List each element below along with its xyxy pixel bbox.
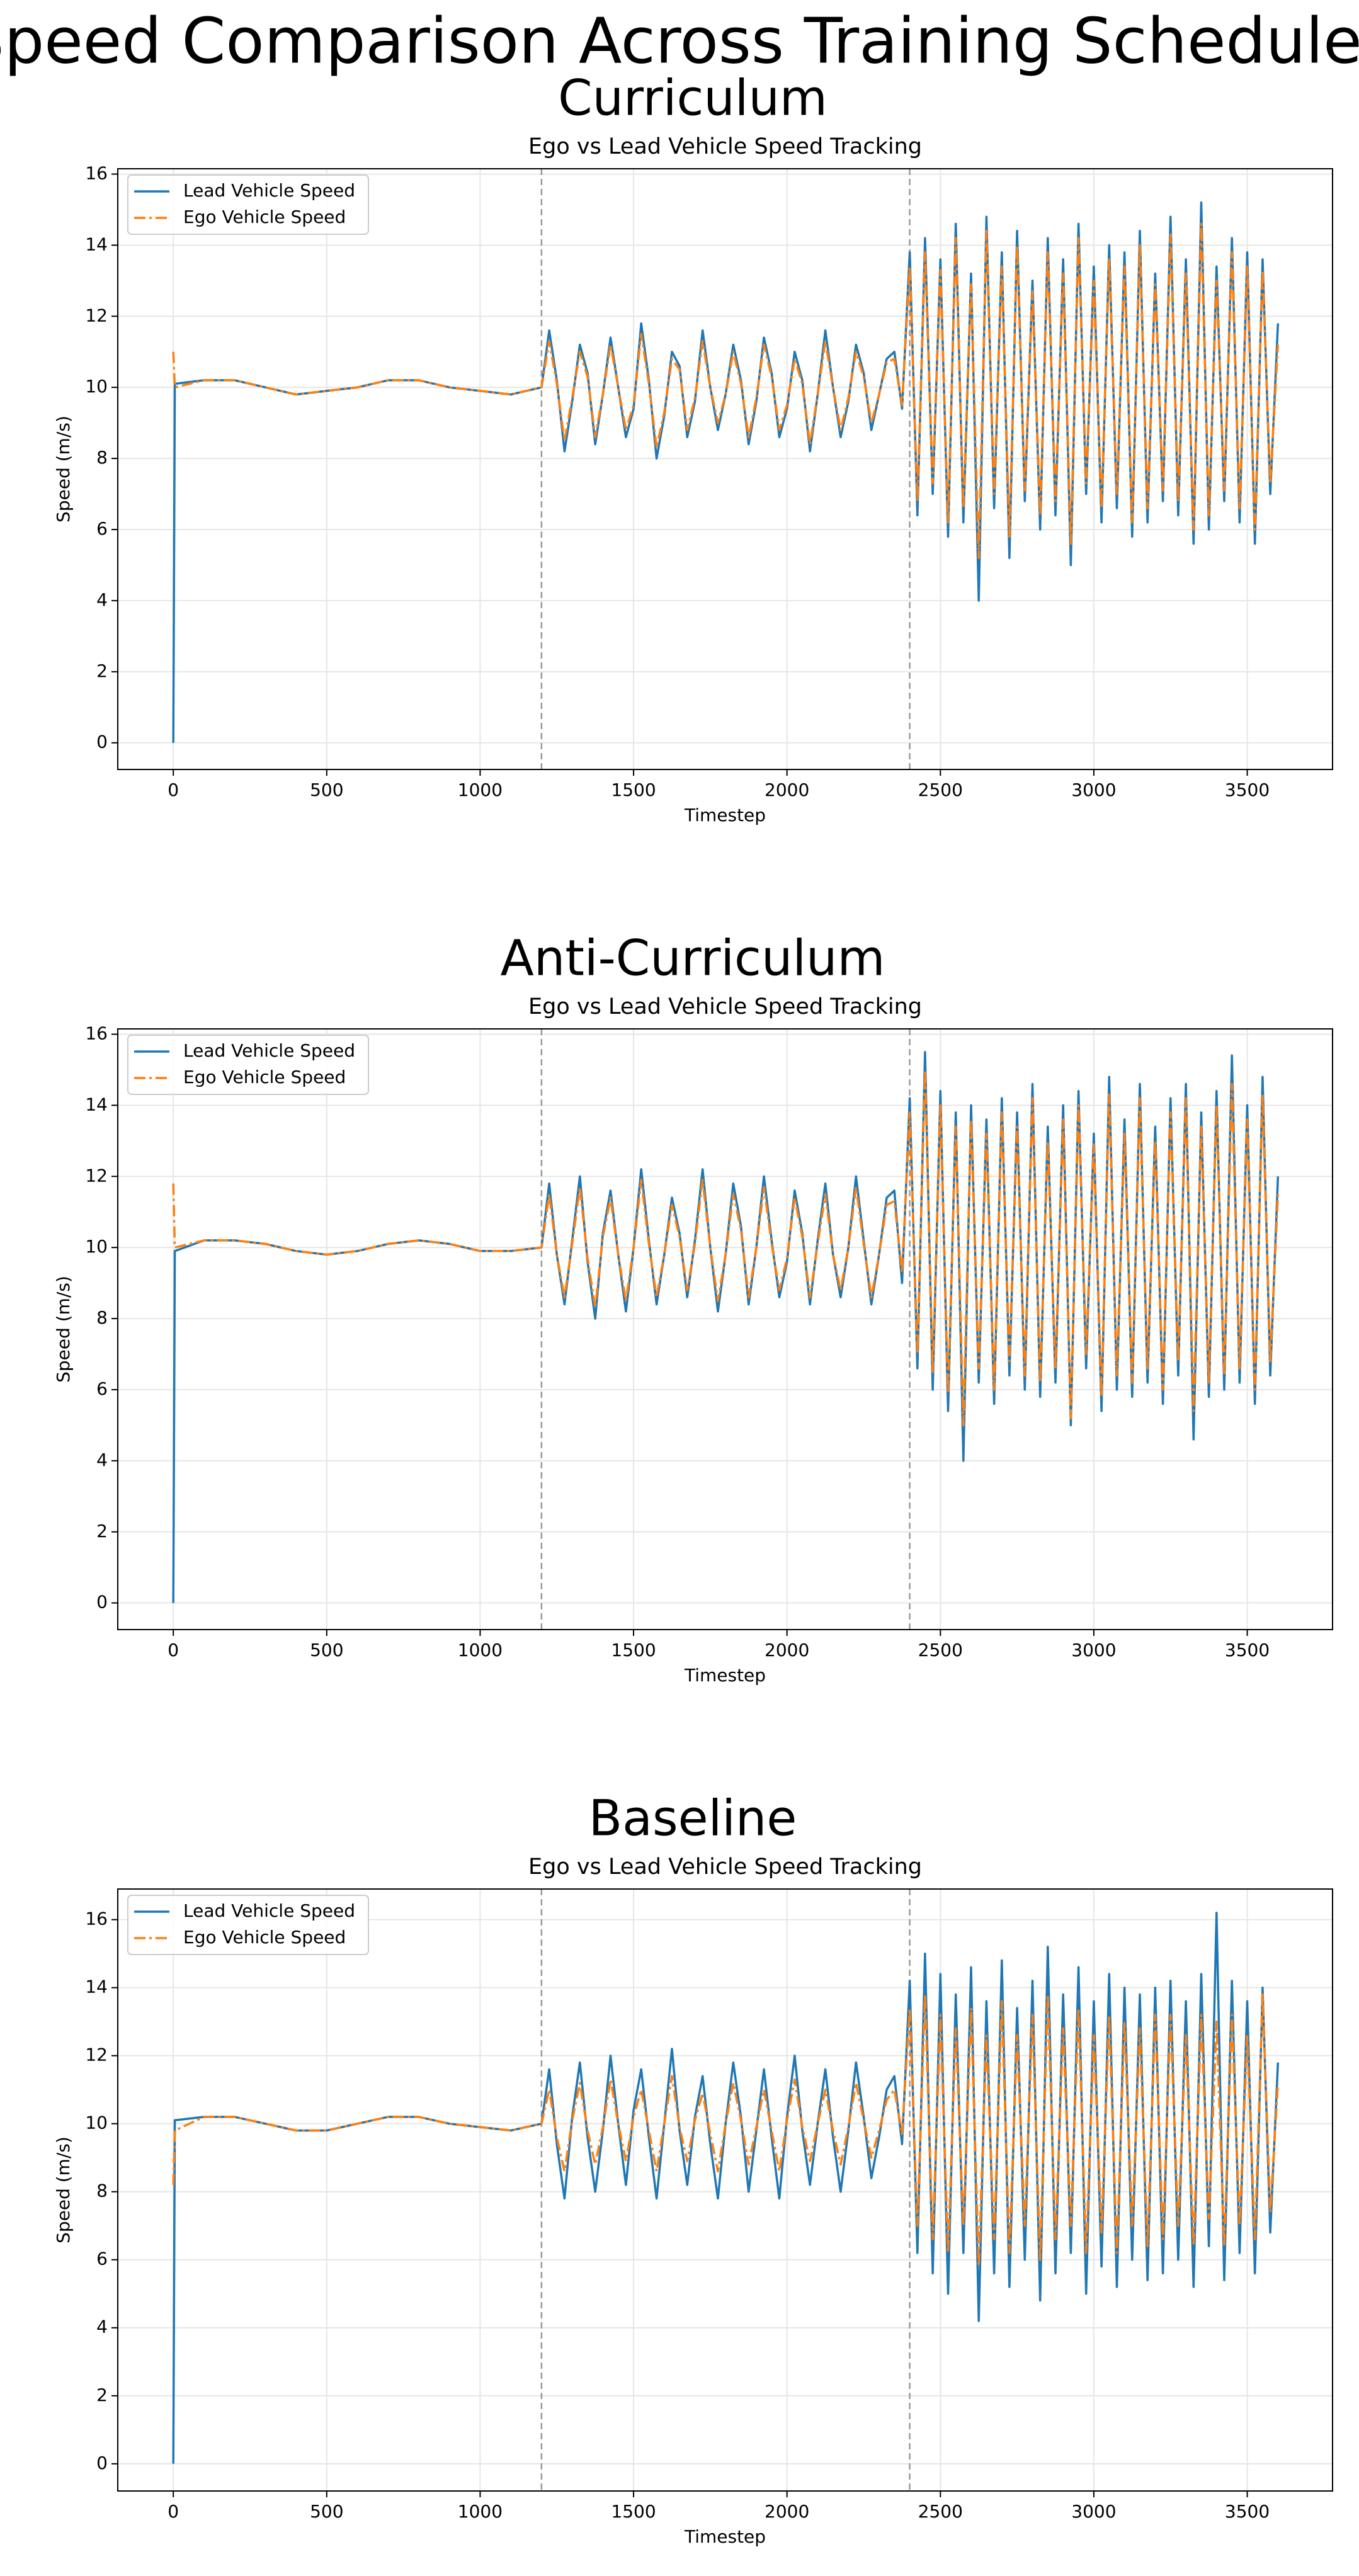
x-tick-label: 500: [310, 2501, 343, 2522]
x-tick-label: 0: [168, 2501, 179, 2522]
y-tick-label: 6: [96, 1378, 108, 1399]
y-tick-label: 16: [85, 1023, 108, 1043]
x-tick-label: 1500: [611, 2501, 656, 2522]
y-tick-label: 6: [96, 518, 108, 539]
subplot-title: Baseline: [589, 1790, 797, 1847]
legend-label: Lead Vehicle Speed: [183, 1040, 355, 1061]
y-tick-label: 4: [96, 1450, 108, 1470]
legend-box: [127, 1895, 369, 1955]
x-axis-label: Timestep: [684, 1665, 766, 1686]
y-tick-label: 10: [85, 1236, 108, 1257]
y-tick-label: 14: [85, 1977, 108, 1997]
y-tick-label: 2: [96, 1521, 108, 1541]
y-axis-label: Speed (m/s): [53, 416, 74, 523]
legend-label: Lead Vehicle Speed: [183, 180, 355, 201]
x-tick-label: 2000: [765, 780, 809, 800]
subplot-title: Curriculum: [558, 70, 827, 127]
figure-title: Speed Comparison Across Training Schedul…: [0, 4, 1359, 77]
x-tick-label: 1500: [611, 1640, 656, 1660]
y-tick-label: 10: [85, 376, 108, 397]
legend-label: Ego Vehicle Speed: [183, 1927, 346, 1948]
x-tick-label: 2500: [918, 2501, 963, 2522]
y-tick-label: 14: [85, 1094, 108, 1115]
x-tick-label: 1000: [458, 780, 503, 800]
y-tick-label: 10: [85, 2113, 108, 2133]
x-tick-label: 2000: [765, 2501, 809, 2522]
y-tick-label: 0: [96, 2453, 108, 2473]
x-axis-label: Timestep: [684, 2526, 766, 2547]
x-tick-label: 2000: [765, 1640, 809, 1660]
y-tick-label: 6: [96, 2249, 108, 2269]
y-tick-label: 12: [85, 2045, 108, 2065]
y-tick-label: 12: [85, 305, 108, 326]
x-tick-label: 2500: [918, 1640, 963, 1660]
y-tick-label: 4: [96, 589, 108, 610]
series-line: [172, 1069, 1280, 1427]
y-tick-label: 16: [85, 1909, 108, 1929]
axes-frame: [117, 1028, 1333, 1630]
x-tick-label: 3000: [1071, 1640, 1116, 1660]
axes-frame: [117, 168, 1333, 770]
legend-box: [127, 174, 369, 235]
x-tick-label: 3500: [1225, 2501, 1270, 2522]
x-tick-label: 0: [168, 1640, 179, 1660]
series-line: [172, 222, 1280, 559]
series-line: [172, 1050, 1280, 1603]
legend-label: Ego Vehicle Speed: [183, 1067, 346, 1087]
x-tick-label: 3500: [1225, 1640, 1270, 1660]
y-tick-label: 14: [85, 234, 108, 254]
x-tick-label: 1000: [458, 2501, 503, 2522]
axes-title: Ego vs Lead Vehicle Speed Tracking: [528, 1854, 922, 1880]
y-tick-label: 2: [96, 2385, 108, 2405]
x-tick-label: 500: [310, 1640, 343, 1660]
axes-title: Ego vs Lead Vehicle Speed Tracking: [528, 134, 922, 159]
legend-label: Ego Vehicle Speed: [183, 207, 346, 227]
legend-label: Lead Vehicle Speed: [183, 1900, 355, 1921]
y-tick-label: 12: [85, 1165, 108, 1186]
series-line: [172, 201, 1280, 743]
y-axis-label: Speed (m/s): [53, 1276, 74, 1383]
y-tick-label: 8: [96, 447, 108, 468]
x-tick-label: 2500: [918, 780, 963, 800]
y-tick-label: 2: [96, 661, 108, 681]
x-tick-label: 3000: [1071, 2501, 1116, 2522]
subplot-title: Anti-Curriculum: [501, 930, 885, 987]
axes-frame: [117, 1888, 1333, 2492]
x-tick-label: 0: [168, 780, 179, 800]
y-tick-label: 8: [96, 2181, 108, 2201]
x-tick-label: 3500: [1225, 780, 1270, 800]
x-axis-label: Timestep: [684, 805, 766, 826]
y-axis-label: Speed (m/s): [53, 2136, 74, 2244]
x-tick-label: 1000: [458, 1640, 503, 1660]
y-tick-label: 0: [96, 1592, 108, 1613]
series-line: [172, 1993, 1280, 2268]
y-tick-label: 16: [85, 162, 108, 183]
x-tick-label: 1500: [611, 780, 656, 800]
y-tick-label: 4: [96, 2317, 108, 2337]
axes-title: Ego vs Lead Vehicle Speed Tracking: [528, 994, 922, 1019]
series-line: [172, 1912, 1280, 2464]
y-tick-label: 0: [96, 732, 108, 752]
x-tick-label: 500: [310, 780, 343, 800]
x-tick-label: 3000: [1071, 780, 1116, 800]
legend-box: [127, 1035, 369, 1095]
y-tick-label: 8: [96, 1307, 108, 1328]
